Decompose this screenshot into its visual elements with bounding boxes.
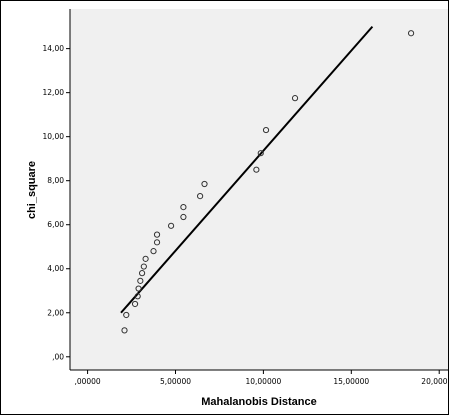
data-point: [253, 166, 260, 173]
data-point: [153, 239, 161, 246]
x-axis-ticks: ,00000 5,00000 10,00000 15,00000 20,00000: [74, 370, 449, 386]
data-point: [150, 248, 157, 255]
data-point: [201, 180, 208, 188]
y-tick-label: ,00: [52, 352, 64, 361]
data-point: [180, 204, 187, 211]
x-tick-label: 5,00000: [160, 377, 191, 386]
data-point: [262, 126, 270, 134]
x-tick-label: 20,00000: [421, 377, 449, 386]
data-point: [134, 293, 141, 300]
data-point: [123, 311, 130, 319]
data-point: [137, 277, 144, 284]
x-tick-label: 15,00000: [333, 377, 369, 386]
data-point: [140, 263, 147, 270]
data-point: [121, 327, 128, 334]
fit-line-layer: [120, 25, 374, 314]
data-point: [257, 150, 264, 157]
plot-area: [70, 9, 448, 370]
y-axis-ticks: ,00 2,00 4,00 6,00 8,00 10,00 12,00 14,00: [43, 44, 70, 361]
y-tick-label: 2,00: [47, 308, 64, 317]
y-axis-title: chi_square: [26, 161, 38, 219]
y-tick-label: 12,00: [43, 88, 65, 97]
data-point: [142, 255, 149, 262]
data-point: [138, 270, 146, 277]
y-tick-label: 4,00: [47, 264, 64, 273]
data-point: [291, 95, 299, 102]
data-point: [131, 300, 139, 308]
data-points: [121, 30, 415, 334]
x-tick-label: ,00000: [74, 377, 100, 386]
y-tick-label: 6,00: [47, 220, 64, 229]
data-point: [167, 222, 175, 229]
y-tick-label: 14,00: [43, 44, 65, 53]
data-point: [180, 213, 187, 221]
y-tick-label: 8,00: [47, 176, 64, 185]
reference-line: [120, 25, 374, 314]
data-point: [135, 285, 142, 292]
x-tick-label: 10,00000: [245, 377, 281, 386]
data-point: [197, 193, 204, 200]
data-point: [153, 231, 161, 238]
y-tick-label: 10,00: [43, 132, 65, 141]
data-point: [407, 30, 415, 37]
x-axis-title: Mahalanobis Distance: [201, 396, 317, 408]
